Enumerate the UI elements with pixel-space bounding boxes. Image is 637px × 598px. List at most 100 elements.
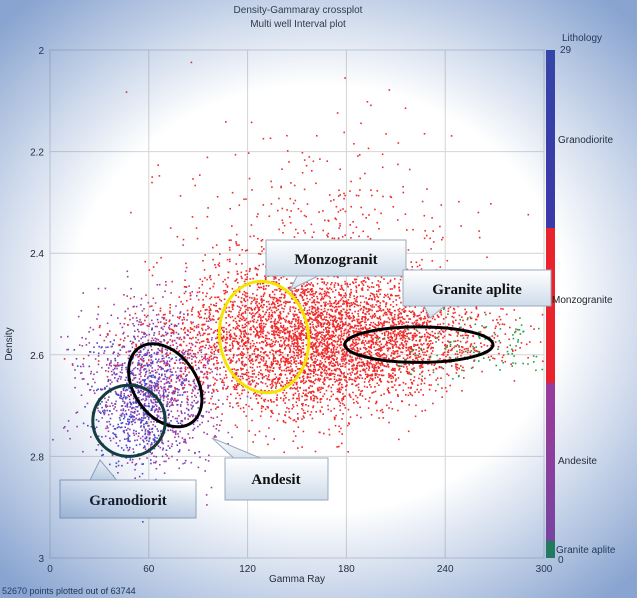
data-point (206, 433, 208, 435)
data-point (114, 367, 116, 370)
data-point (464, 334, 467, 337)
data-point (395, 304, 398, 306)
data-point (192, 356, 194, 358)
data-point (229, 260, 231, 263)
data-point (82, 422, 85, 425)
data-point (191, 388, 194, 391)
data-point (98, 345, 100, 348)
data-point (148, 333, 151, 336)
data-point (113, 408, 115, 410)
data-point (148, 351, 150, 354)
data-point (334, 282, 337, 284)
data-point (167, 394, 169, 397)
data-point (133, 367, 135, 370)
data-point (355, 289, 358, 292)
data-point (212, 315, 215, 317)
data-point (150, 354, 153, 356)
data-point (319, 360, 322, 362)
data-point (326, 291, 329, 293)
data-point (378, 341, 381, 343)
data-point (264, 398, 267, 401)
data-point (123, 331, 125, 334)
data-point (110, 360, 112, 362)
data-point (359, 392, 362, 395)
data-point (431, 217, 433, 219)
data-point (325, 313, 328, 316)
data-point (232, 337, 234, 339)
data-point (311, 236, 314, 238)
data-point (225, 333, 228, 336)
data-point (168, 405, 171, 408)
data-point (121, 366, 123, 369)
data-point (365, 324, 367, 326)
data-point (261, 382, 264, 384)
data-point (123, 416, 126, 418)
data-point (154, 425, 157, 428)
data-point (274, 318, 277, 321)
data-point (270, 361, 273, 363)
data-point (145, 354, 148, 356)
data-point (163, 360, 165, 362)
data-point (260, 246, 263, 248)
data-point (447, 310, 450, 312)
data-point (371, 325, 374, 327)
data-point (352, 231, 354, 234)
data-point (153, 389, 156, 392)
data-point (469, 345, 472, 348)
data-point (183, 292, 186, 295)
data-point (378, 288, 380, 291)
data-point (193, 382, 196, 385)
data-point (297, 362, 300, 364)
data-point (347, 329, 350, 331)
data-point (393, 285, 396, 287)
data-point (205, 344, 207, 347)
data-point (260, 407, 263, 409)
data-point (156, 318, 159, 321)
data-point (427, 316, 430, 319)
data-point (235, 361, 237, 364)
data-point (140, 380, 142, 383)
data-point (108, 396, 110, 398)
data-point (260, 318, 262, 320)
data-point (424, 335, 426, 338)
data-point (127, 307, 129, 310)
data-point (145, 439, 148, 442)
data-point (306, 291, 309, 293)
data-point (101, 346, 103, 348)
data-point (206, 278, 208, 281)
data-point (229, 405, 231, 408)
data-point (479, 331, 482, 333)
data-point (315, 182, 317, 185)
data-point (208, 315, 211, 317)
data-point (303, 159, 306, 161)
data-point (352, 315, 355, 317)
data-point (377, 324, 379, 327)
data-point (513, 309, 516, 311)
data-point (136, 320, 138, 322)
data-point (275, 350, 277, 353)
data-point (133, 429, 135, 432)
data-point (224, 278, 226, 281)
data-point (177, 391, 179, 394)
data-point (128, 422, 130, 425)
data-point (138, 432, 140, 435)
data-point (209, 297, 211, 300)
data-point (141, 417, 143, 419)
data-point (121, 362, 124, 365)
data-point (143, 445, 146, 447)
data-point (130, 287, 132, 290)
data-point (174, 391, 176, 393)
data-point (314, 450, 317, 453)
data-point (208, 411, 210, 414)
data-point (268, 343, 271, 346)
data-point (206, 376, 208, 379)
data-point (430, 352, 433, 355)
data-point (150, 340, 153, 342)
data-point (137, 391, 139, 394)
data-point (155, 408, 158, 410)
data-point (289, 351, 291, 354)
data-point (308, 386, 310, 389)
data-point (184, 391, 186, 393)
data-point (355, 359, 357, 361)
data-point (242, 373, 245, 375)
